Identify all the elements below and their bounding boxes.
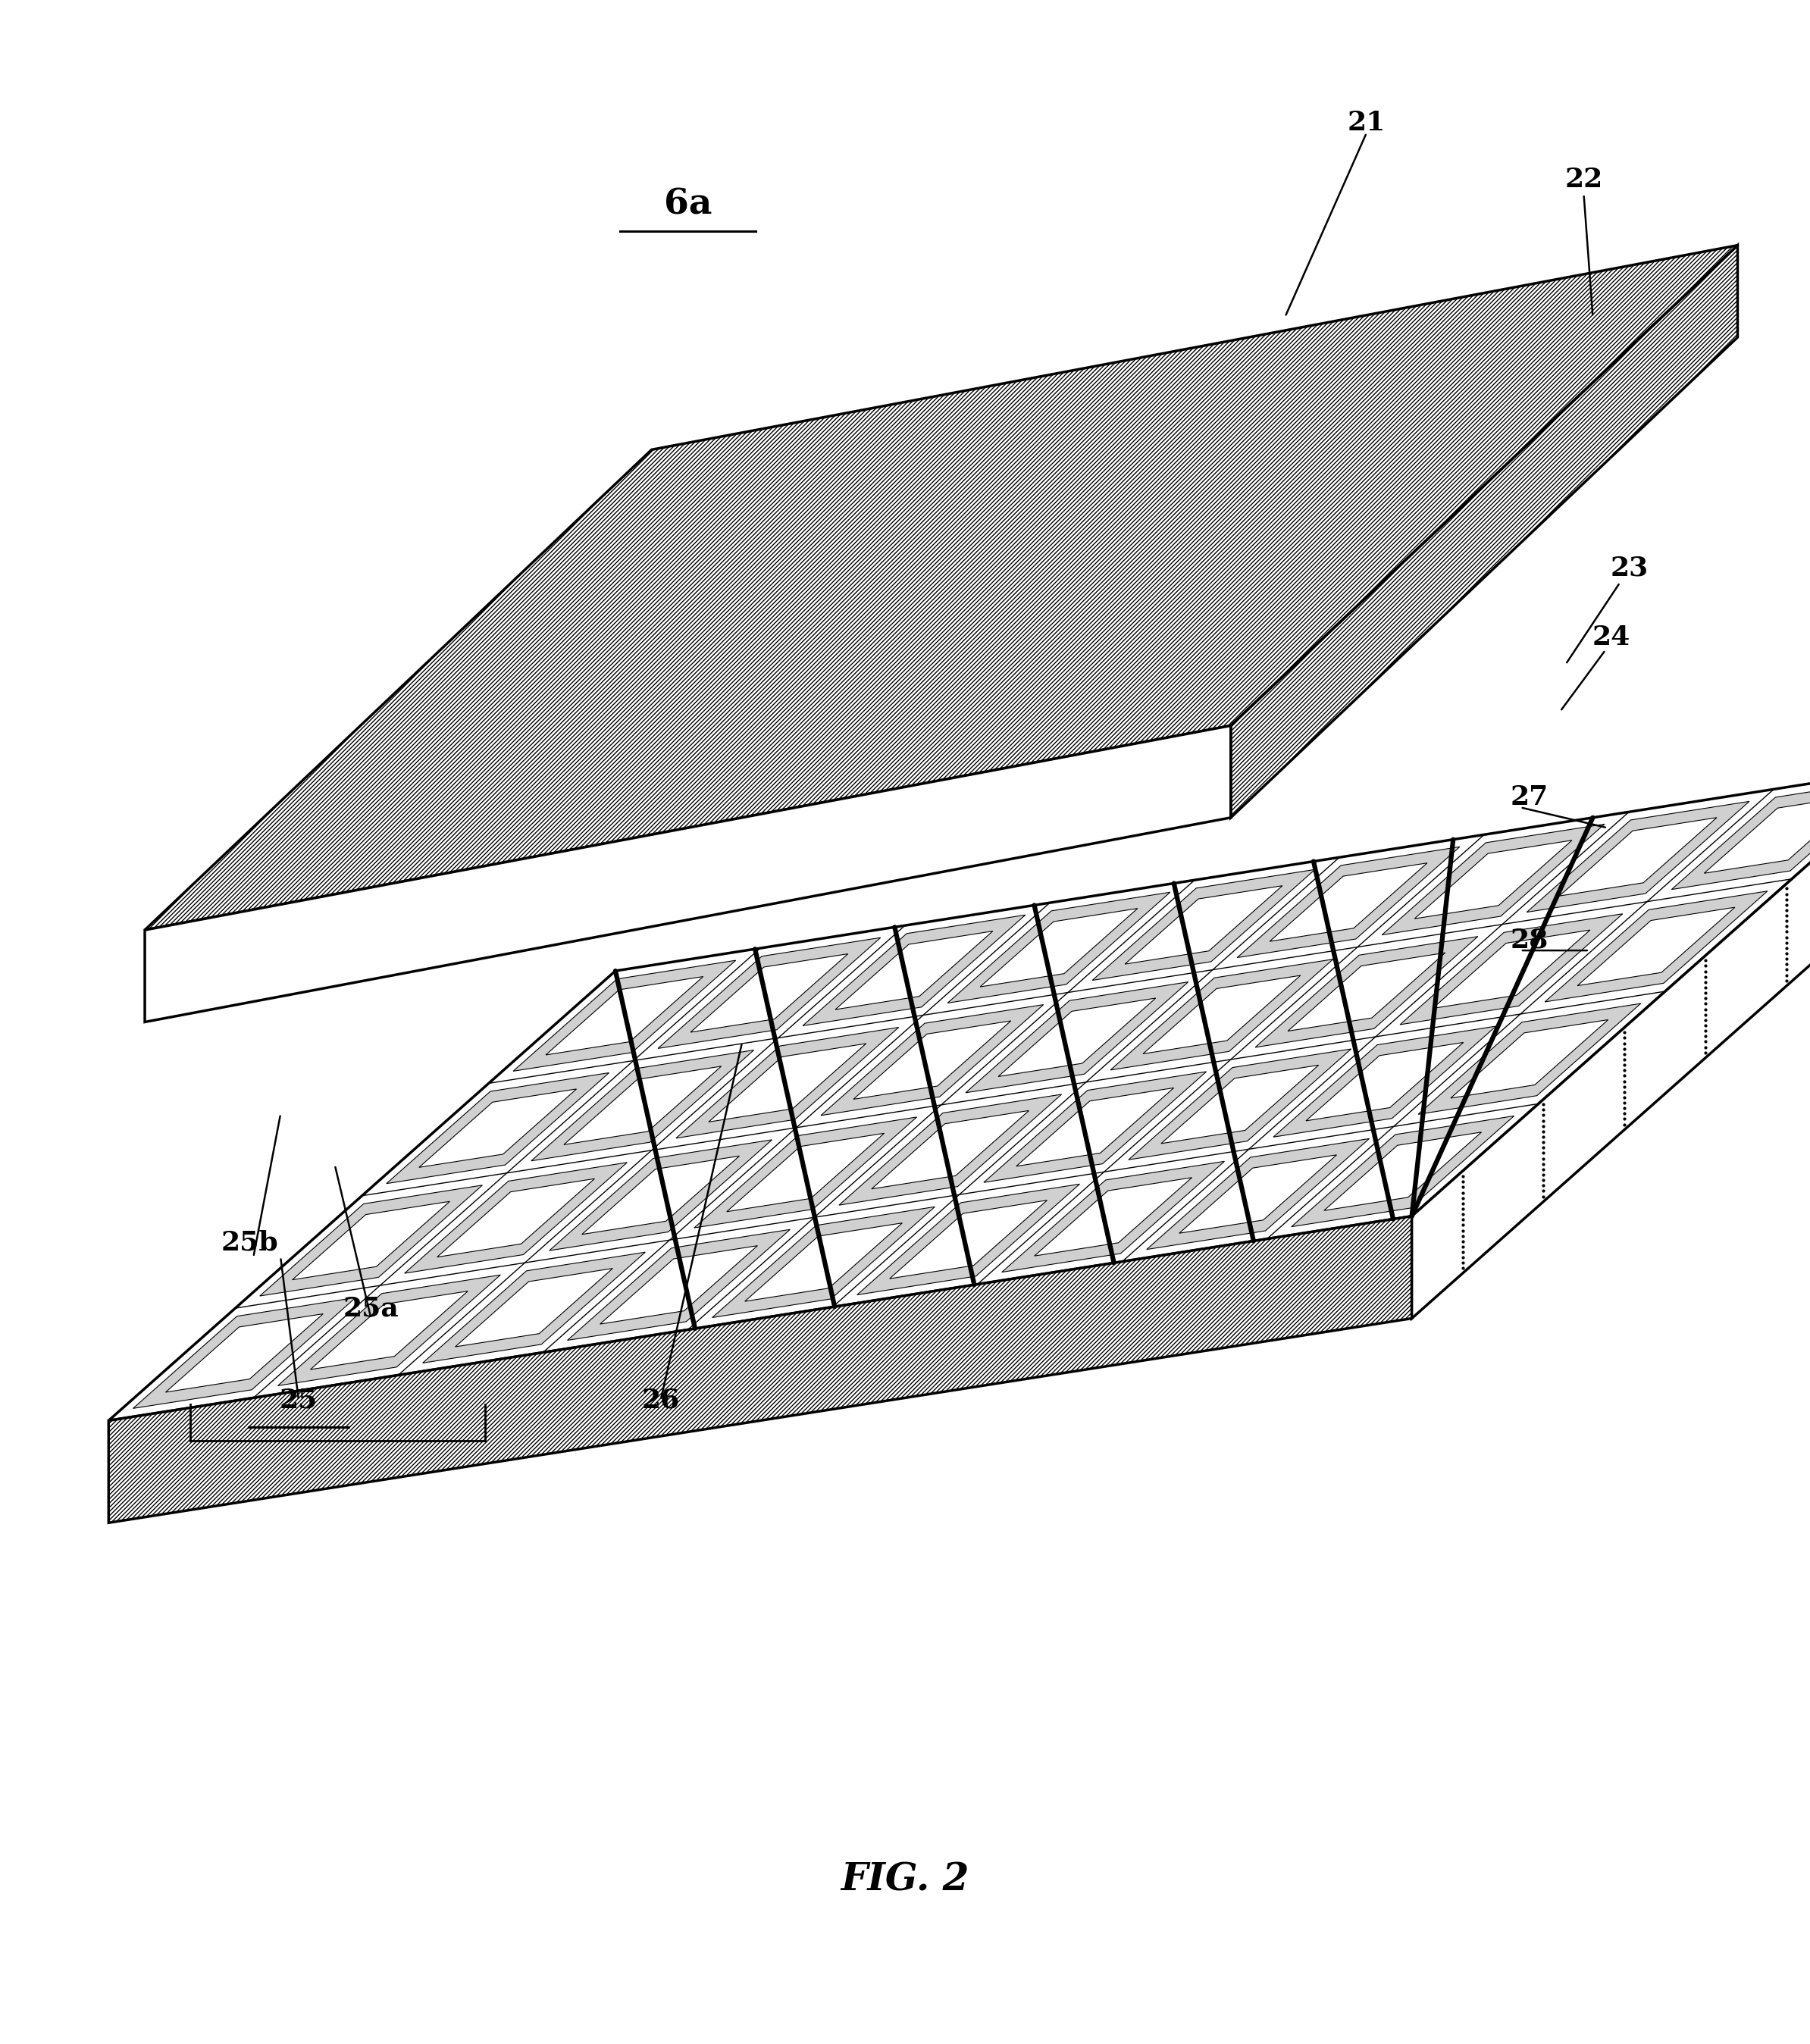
Polygon shape (1017, 1087, 1173, 1167)
Polygon shape (599, 1245, 757, 1325)
Polygon shape (985, 1071, 1205, 1181)
Polygon shape (1381, 824, 1604, 934)
Polygon shape (567, 1230, 789, 1341)
Text: 25: 25 (279, 1388, 319, 1412)
Polygon shape (1417, 1004, 1640, 1114)
Polygon shape (1412, 766, 1810, 1318)
Polygon shape (1162, 1065, 1318, 1143)
Polygon shape (690, 955, 847, 1032)
Polygon shape (1269, 863, 1426, 942)
Polygon shape (1432, 930, 1589, 1008)
Polygon shape (1146, 1139, 1368, 1249)
Polygon shape (1091, 869, 1314, 981)
Polygon shape (422, 1253, 644, 1363)
Polygon shape (436, 1179, 594, 1257)
Polygon shape (744, 1222, 901, 1302)
Polygon shape (711, 1206, 936, 1318)
Polygon shape (834, 932, 992, 1010)
Polygon shape (1414, 840, 1571, 918)
Text: 25a: 25a (344, 1296, 398, 1320)
Polygon shape (404, 1163, 626, 1273)
Polygon shape (109, 766, 1810, 1421)
Polygon shape (109, 1216, 1412, 1523)
Polygon shape (1305, 1042, 1462, 1120)
Polygon shape (726, 1132, 883, 1212)
Polygon shape (581, 1157, 738, 1235)
Text: 21: 21 (1347, 110, 1386, 135)
Polygon shape (997, 997, 1155, 1077)
Polygon shape (545, 977, 702, 1055)
Polygon shape (1110, 959, 1332, 1069)
Text: 26: 26 (641, 1388, 681, 1412)
Polygon shape (1272, 1026, 1495, 1136)
Polygon shape (1178, 1155, 1336, 1233)
Polygon shape (1291, 1116, 1513, 1226)
Text: 28: 28 (1510, 928, 1549, 953)
Polygon shape (165, 1314, 322, 1392)
Polygon shape (657, 938, 880, 1049)
Polygon shape (853, 1020, 1010, 1100)
Text: 27: 27 (1510, 785, 1549, 809)
Polygon shape (1236, 846, 1459, 957)
Polygon shape (856, 1183, 1079, 1294)
Polygon shape (1544, 891, 1767, 1002)
Text: FIG. 2: FIG. 2 (842, 1862, 968, 1899)
Polygon shape (1142, 975, 1300, 1055)
Polygon shape (548, 1141, 771, 1251)
Polygon shape (563, 1067, 720, 1145)
Polygon shape (871, 1110, 1028, 1190)
Polygon shape (1526, 801, 1748, 912)
Polygon shape (708, 1044, 865, 1122)
Polygon shape (1124, 885, 1281, 965)
Polygon shape (132, 1298, 355, 1408)
Polygon shape (947, 893, 1169, 1004)
Polygon shape (145, 726, 1231, 1022)
Text: 6a: 6a (664, 186, 711, 223)
Polygon shape (454, 1269, 612, 1347)
Polygon shape (277, 1275, 500, 1386)
Polygon shape (838, 1094, 1061, 1206)
Polygon shape (1323, 1132, 1481, 1210)
Polygon shape (1254, 936, 1477, 1047)
Polygon shape (514, 961, 735, 1071)
Polygon shape (1558, 818, 1716, 895)
Polygon shape (802, 916, 1024, 1026)
Polygon shape (1450, 1020, 1607, 1098)
Text: 23: 23 (1609, 556, 1649, 580)
Polygon shape (261, 1186, 481, 1296)
Polygon shape (532, 1051, 753, 1161)
Text: 25b: 25b (221, 1230, 279, 1255)
Polygon shape (1034, 1177, 1191, 1255)
Polygon shape (1287, 953, 1444, 1030)
Polygon shape (1001, 1161, 1224, 1271)
Polygon shape (1671, 779, 1810, 889)
Polygon shape (1129, 1049, 1350, 1159)
Polygon shape (310, 1292, 467, 1369)
Polygon shape (1399, 914, 1622, 1024)
Text: 22: 22 (1564, 168, 1604, 192)
Polygon shape (387, 1073, 608, 1183)
Text: 24: 24 (1591, 625, 1631, 650)
Polygon shape (979, 908, 1137, 987)
Polygon shape (145, 245, 1738, 930)
Polygon shape (1577, 908, 1734, 985)
Polygon shape (965, 981, 1187, 1094)
Polygon shape (291, 1202, 449, 1280)
Polygon shape (418, 1089, 576, 1167)
Polygon shape (891, 1200, 1046, 1280)
Polygon shape (1703, 795, 1810, 873)
Polygon shape (693, 1118, 916, 1228)
Polygon shape (675, 1028, 898, 1139)
Polygon shape (820, 1006, 1043, 1116)
